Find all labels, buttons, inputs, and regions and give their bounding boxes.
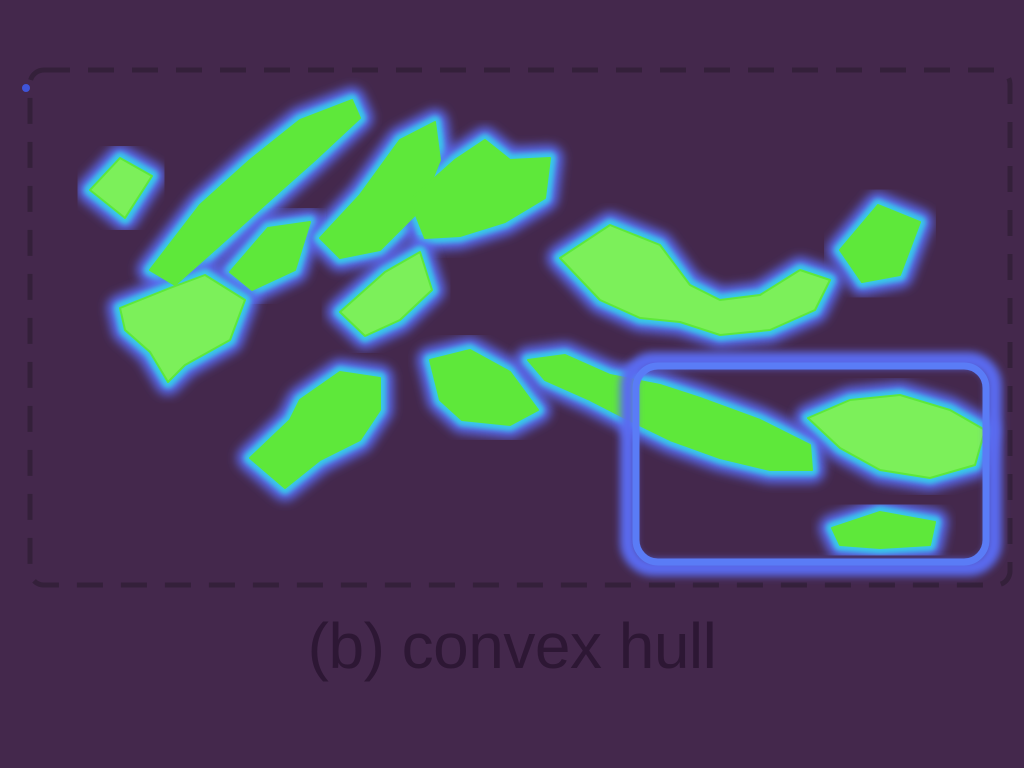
cluster-blob bbox=[149, 99, 361, 286]
cluster-blob bbox=[831, 511, 936, 549]
cluster-blob bbox=[89, 157, 153, 219]
cluster-blob bbox=[319, 121, 441, 259]
convex-hull-box bbox=[620, 352, 1002, 576]
cluster-blob bbox=[249, 371, 381, 489]
cluster-fill-layer bbox=[89, 99, 986, 549]
frame-corner-dot bbox=[22, 84, 30, 92]
cluster-blob bbox=[807, 394, 986, 479]
cluster-blob bbox=[839, 204, 921, 283]
figure-caption: (b) convex hull bbox=[307, 610, 717, 682]
cluster-blob bbox=[559, 224, 831, 336]
cluster-blob bbox=[229, 221, 311, 291]
cluster-blob bbox=[339, 251, 433, 337]
cluster-blob bbox=[429, 349, 539, 426]
dashed-frame bbox=[27, 67, 1013, 588]
cluster-blob bbox=[409, 139, 551, 239]
cluster-blob bbox=[119, 274, 246, 383]
